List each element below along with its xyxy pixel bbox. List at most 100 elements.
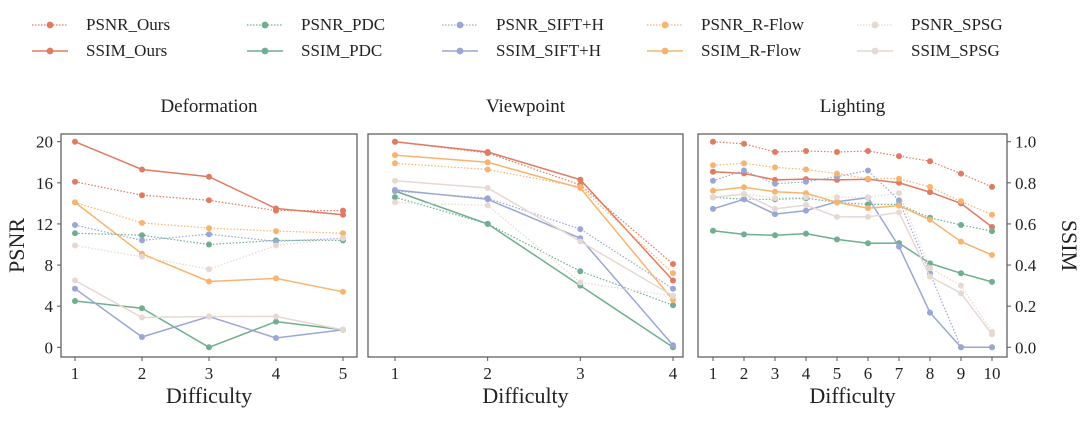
legend-item-psnr-spsg: PSNR_SPSG xyxy=(855,15,1003,35)
data-point xyxy=(958,238,964,245)
data-point xyxy=(670,302,676,309)
data-point xyxy=(273,335,279,341)
data-point xyxy=(710,205,716,212)
series-psnr-r-flow xyxy=(72,199,346,237)
data-point xyxy=(72,242,78,249)
data-point xyxy=(772,232,778,239)
series-line-psnr-ours xyxy=(712,141,993,188)
data-point xyxy=(927,183,933,190)
data-point xyxy=(896,202,902,209)
y2-tick-label: 0.0 xyxy=(1015,338,1036,357)
data-point xyxy=(989,224,995,230)
series-ssim-spsg xyxy=(710,191,995,338)
y2-tick-label: 1.0 xyxy=(1015,133,1036,152)
data-point xyxy=(577,226,584,233)
data-point xyxy=(206,197,212,204)
data-point xyxy=(803,166,809,173)
series-psnr-spsg xyxy=(710,190,995,335)
legend-item-ssim-sift-h: SSIM_SIFT+H xyxy=(440,41,601,61)
data-point xyxy=(989,183,995,190)
series-ssim-sift-h xyxy=(72,285,346,341)
data-point xyxy=(577,185,584,191)
data-point xyxy=(72,230,78,237)
data-point xyxy=(484,166,491,173)
data-point xyxy=(392,160,398,167)
series-ssim-ours xyxy=(392,138,676,284)
legend-label: SSIM_R-Flow xyxy=(701,41,802,60)
data-point xyxy=(206,241,212,248)
data-point xyxy=(896,190,902,197)
x-tick-label: 3 xyxy=(205,364,214,383)
legend-label: PSNR_Ours xyxy=(86,15,171,34)
series-ssim-r-flow xyxy=(392,152,676,303)
series-line-psnr-sift-h xyxy=(712,169,992,348)
panel-lighting: Lighting 1 2 3 4 5 6 7 8 9 10 Difficulty 0.0 0.2 0.4 0.… xyxy=(697,96,1080,408)
legend-label: PSNR_PDC xyxy=(301,15,386,34)
data-point xyxy=(865,205,871,212)
legend-item-psnr-sift-h: PSNR_SIFT+H xyxy=(440,15,604,35)
data-point xyxy=(834,170,840,177)
y-tick-label: 16 xyxy=(36,174,53,193)
data-point xyxy=(989,331,995,338)
x-axis-label: Difficulty xyxy=(482,383,568,408)
series-psnr-pdc xyxy=(72,230,346,248)
data-point xyxy=(958,290,964,297)
data-point xyxy=(670,277,676,284)
data-point xyxy=(927,216,933,223)
data-point xyxy=(206,278,212,285)
data-point xyxy=(72,199,78,206)
data-point xyxy=(741,231,747,238)
data-point xyxy=(896,179,902,186)
series-line-ssim-spsg xyxy=(712,193,993,335)
data-point xyxy=(865,167,871,174)
data-point xyxy=(958,198,964,205)
data-point xyxy=(72,178,78,185)
data-point xyxy=(273,205,279,212)
data-point xyxy=(803,230,809,237)
series-psnr-spsg xyxy=(72,235,346,273)
series-line-ssim-sift-h xyxy=(394,189,674,346)
data-point xyxy=(139,232,145,239)
data-point xyxy=(958,170,964,177)
data-point xyxy=(772,211,778,218)
legend-label: PSNR_R-Flow xyxy=(701,15,804,34)
data-point xyxy=(139,166,145,173)
data-point xyxy=(340,326,346,333)
series-psnr-sift-h xyxy=(710,167,995,351)
data-point xyxy=(896,243,902,250)
data-point xyxy=(772,188,778,195)
data-point xyxy=(392,199,398,206)
series-line-ssim-pdc xyxy=(74,300,344,349)
series-line-ssim-ours xyxy=(712,170,993,228)
data-point xyxy=(958,344,964,351)
data-point xyxy=(273,228,279,235)
data-point xyxy=(958,270,964,277)
x-tick-label: 3 xyxy=(771,364,780,383)
data-point xyxy=(139,219,145,226)
legend-label: SSIM_Ours xyxy=(86,41,168,60)
series-line-psnr-spsg xyxy=(712,192,993,333)
data-point xyxy=(670,285,676,292)
series-line-psnr-ours xyxy=(394,141,674,265)
data-point xyxy=(340,207,346,214)
data-point xyxy=(958,282,964,289)
legend-swatch-ssim-sift-h xyxy=(442,47,478,55)
data-point xyxy=(741,191,747,198)
series-psnr-ours xyxy=(72,178,346,214)
series-line-psnr-r-flow xyxy=(712,162,993,216)
data-point xyxy=(577,279,584,286)
data-point xyxy=(484,196,491,203)
legend-swatch-ssim-pdc xyxy=(247,47,283,55)
data-point xyxy=(577,268,584,275)
panel-title: Lighting xyxy=(820,96,886,117)
data-point xyxy=(72,285,78,292)
data-point xyxy=(484,149,491,155)
series-line-ssim-sift-h xyxy=(74,288,344,339)
series-line-ssim-ours xyxy=(394,140,674,282)
data-point xyxy=(865,175,871,182)
legend-label: SSIM_SIFT+H xyxy=(496,41,602,60)
data-point xyxy=(958,222,964,228)
data-point xyxy=(927,273,933,280)
x-tick-label: 4 xyxy=(272,364,281,383)
x-tick-label: 2 xyxy=(138,364,147,383)
